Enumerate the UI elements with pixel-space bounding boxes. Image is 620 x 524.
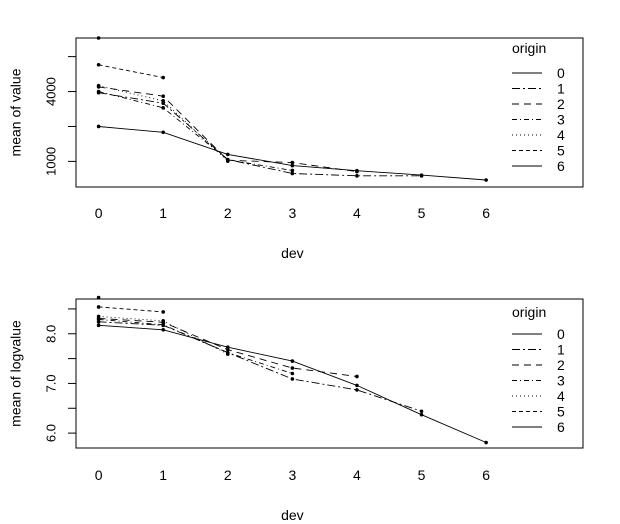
legend-title: origin (512, 40, 546, 56)
data-point-0 (225, 345, 230, 349)
x-tick-label: 2 (224, 467, 232, 483)
x-tick-label: 6 (482, 467, 490, 483)
x-tick-label: 0 (95, 205, 103, 221)
data-point-2 (161, 94, 165, 99)
data-point-0 (96, 124, 101, 129)
data-point-2 (355, 169, 359, 174)
series-line-3 (98, 318, 293, 374)
data-point-5 (96, 305, 101, 309)
data-point-0 (355, 383, 359, 388)
legend-label: 6 (557, 158, 565, 174)
legend-label: 0 (557, 65, 565, 81)
legend-label: 3 (557, 373, 565, 389)
data-point-0 (290, 359, 295, 363)
data-point-1 (96, 320, 101, 324)
x-tick-label: 2 (224, 205, 232, 221)
data-point-5 (161, 310, 165, 314)
data-point-1 (355, 174, 359, 178)
x-tick-label: 0 (95, 467, 103, 483)
data-point-4 (225, 159, 230, 163)
data-point-4 (225, 352, 230, 356)
data-point-0 (419, 412, 424, 417)
x-tick-label: 5 (418, 467, 426, 483)
x-axis-label: dev (281, 507, 304, 523)
series-line-1 (98, 321, 422, 412)
x-tick-label: 5 (418, 205, 426, 221)
y-tick-label: 4000 (43, 77, 58, 106)
legend-label: 1 (557, 81, 565, 97)
data-point-5 (96, 62, 101, 67)
data-point-3 (96, 317, 101, 322)
data-point-0 (161, 327, 165, 332)
legend-label: 4 (557, 127, 565, 143)
data-point-3 (161, 323, 165, 327)
legend-label: 0 (557, 326, 565, 342)
plot-frame (75, 37, 584, 188)
series-line-1 (98, 92, 422, 177)
legend-label: 4 (557, 388, 565, 404)
series-line-5 (98, 64, 164, 79)
data-point-0 (290, 163, 295, 168)
x-tick-label: 1 (159, 205, 167, 221)
legend-label: 5 (557, 143, 565, 159)
data-point-2 (225, 347, 230, 352)
x-tick-label: 3 (288, 205, 296, 221)
legend-label: 5 (557, 404, 565, 420)
data-point-0 (161, 130, 165, 135)
data-point-4 (161, 99, 165, 103)
data-point-6 (96, 295, 101, 300)
data-point-3 (290, 371, 295, 376)
data-point-4 (96, 314, 101, 319)
legend-label: 3 (557, 112, 565, 128)
data-point-3 (96, 89, 101, 94)
x-tick-label: 4 (353, 467, 361, 483)
x-tick-label: 4 (353, 205, 361, 221)
x-tick-label: 3 (288, 467, 296, 483)
data-point-1 (290, 377, 295, 381)
data-point-5 (161, 75, 165, 80)
data-point-3 (290, 168, 295, 173)
data-point-6 (96, 36, 101, 40)
legend-label: 2 (557, 357, 565, 373)
y-tick-label: 8.0 (43, 325, 58, 343)
legend-title: origin (512, 304, 546, 320)
x-tick-label: 6 (482, 205, 490, 221)
legend-label: 1 (557, 342, 565, 358)
data-point-0 (484, 178, 488, 182)
data-point-2 (290, 160, 295, 165)
legend-label: 2 (557, 96, 565, 112)
legend-label: 6 (557, 419, 565, 435)
plot-frame (75, 298, 584, 449)
data-point-0 (484, 440, 488, 445)
y-tick-label: 7.0 (43, 374, 58, 392)
data-point-2 (290, 366, 295, 370)
data-point-0 (225, 152, 230, 157)
data-point-1 (419, 409, 424, 414)
y-tick-label: 1000 (43, 147, 58, 176)
series-line-5 (98, 306, 164, 313)
data-point-2 (355, 374, 359, 379)
data-point-1 (290, 171, 295, 176)
data-point-1 (419, 174, 424, 178)
data-point-1 (355, 388, 359, 392)
x-tick-label: 1 (159, 467, 167, 483)
series-line-3 (98, 91, 293, 171)
y-axis-label: mean of value (8, 68, 24, 156)
data-point-0 (96, 323, 101, 328)
y-tick-label: 6.0 (43, 424, 58, 442)
data-point-3 (161, 106, 165, 110)
data-point-4 (161, 319, 165, 323)
x-axis-label: dev (281, 245, 304, 261)
y-axis-label: mean of logvalue (8, 320, 24, 427)
data-point-4 (96, 83, 101, 88)
series-line-0 (98, 324, 487, 443)
